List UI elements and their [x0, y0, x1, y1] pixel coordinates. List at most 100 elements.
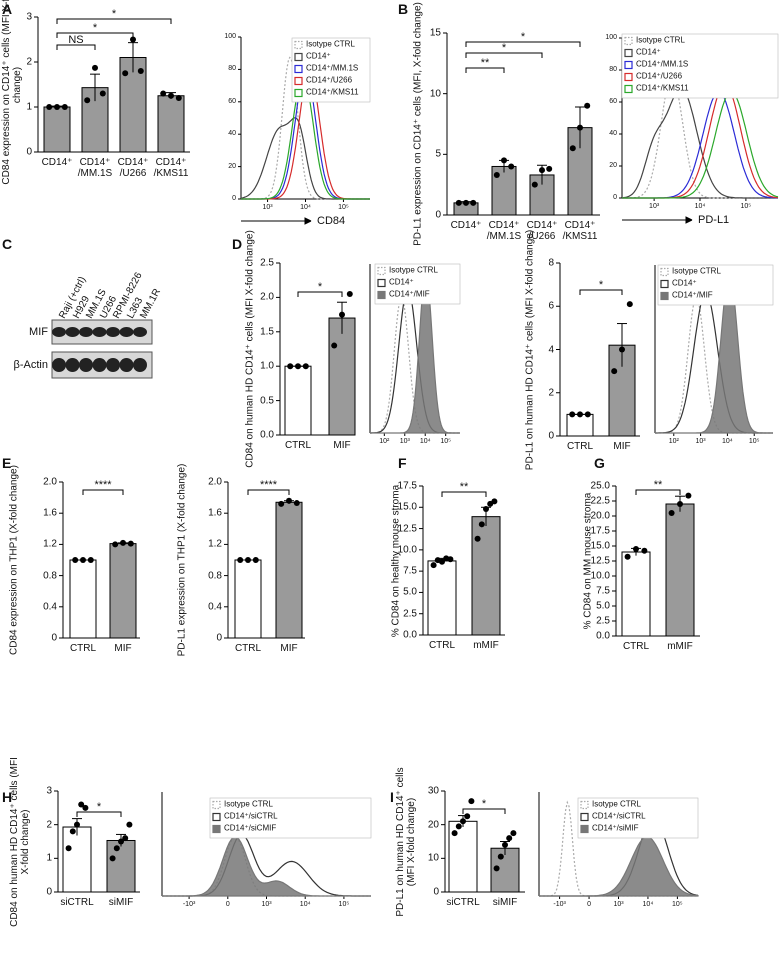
x-tick-label: CD14⁺ /MM.1S: [77, 157, 113, 179]
x-tick-label: 10³: [261, 901, 272, 909]
data-point: [470, 199, 477, 206]
x-tick-label: CD14⁺ /U266: [526, 220, 558, 242]
x-tick-label: 10³: [649, 203, 660, 211]
blot-band: [65, 358, 80, 372]
data-point: [464, 813, 471, 820]
x-tick-label: 10³: [399, 438, 410, 446]
legend-label: Isotype CTRL: [636, 35, 685, 45]
y-tick-label: 0.8: [43, 570, 57, 582]
y-tick-label: 6: [548, 300, 554, 312]
y-tick-label: 0: [26, 146, 32, 158]
x-tick-label: 10³: [262, 204, 273, 212]
data-point: [112, 541, 119, 548]
y-axis-label: PD-L1 expression on CD14⁺ cells (MFI, X-…: [412, 2, 424, 246]
legend-label: Isotype CTRL: [672, 266, 721, 276]
data-point: [109, 855, 116, 862]
x-axis-label: CD84: [317, 214, 346, 227]
y-tick-label: 0: [232, 195, 236, 203]
y-tick-label: 60: [228, 97, 236, 105]
y-tick-label: 1.2: [43, 538, 57, 550]
y-tick-label: 10: [429, 88, 441, 100]
y-tick-label: 0: [433, 886, 439, 898]
x-tick-label: mMIF: [667, 641, 693, 652]
y-axis-label: CD84 expression on THP1 (X-fold change): [8, 465, 20, 655]
data-point: [126, 821, 133, 828]
legend-label: CD14⁺: [672, 278, 697, 288]
density-curve: [370, 271, 460, 434]
y-tick-label: 10.0: [397, 544, 417, 556]
y-tick-label: 2.0: [260, 291, 274, 303]
panel-letter: H: [2, 789, 13, 805]
bar: [284, 365, 312, 436]
data-point: [78, 801, 85, 808]
significance-bracket: [56, 44, 96, 50]
blot-band: [133, 327, 147, 337]
legend-swatch: [580, 824, 589, 834]
legend-label: CD14⁺/siCMIF: [224, 823, 277, 833]
legend-label: CD14⁺/siCTRL: [592, 811, 646, 821]
data-point: [451, 830, 458, 837]
x-tick-label: CD14⁺: [450, 220, 482, 231]
y-tick-label: 4: [548, 344, 554, 355]
y-axis-label: CD84 on human HD CD14⁺ cells (MFI X-fold…: [9, 756, 31, 927]
data-point: [508, 163, 515, 170]
y-tick-label: 20: [228, 162, 236, 170]
x-tick-label: MIF: [613, 441, 631, 452]
data-point: [677, 501, 683, 507]
density-curve: [622, 90, 778, 199]
y-tick-label: 5: [435, 148, 441, 160]
data-point: [502, 841, 508, 848]
significance-bracket: [297, 291, 343, 297]
y-tick-label: 1: [26, 101, 32, 113]
significance-bracket: [441, 491, 487, 497]
band-label: MIF: [29, 325, 48, 338]
y-tick-label: 2: [26, 56, 32, 68]
x-tick-label: 0: [225, 901, 230, 909]
legend-label: CD14⁺/U266: [306, 75, 353, 85]
y-tick-label: 7.5: [403, 565, 417, 577]
blot-band: [92, 327, 107, 337]
legend-label: CD14⁺/MM.1S: [636, 59, 689, 69]
y-tick-label: 0: [46, 886, 52, 898]
x-tick-label: mMIF: [473, 640, 499, 651]
x-tick-label: 10³: [695, 438, 706, 446]
legend-frame: [209, 797, 372, 839]
legend-label: CD14⁺: [636, 47, 661, 57]
x-tick-label: 10⁴: [722, 438, 733, 446]
data-point: [82, 804, 89, 811]
x-tick-label: CD14⁺ /KMS11: [153, 157, 189, 179]
bar: [62, 826, 92, 893]
bar: [109, 543, 137, 639]
legend-label: CD14⁺/MIF: [672, 290, 713, 300]
y-tick-label: 8: [548, 257, 554, 269]
y-tick-label: 0.0: [596, 630, 610, 642]
bar: [471, 516, 501, 636]
data-point: [61, 104, 68, 110]
density-curve: [240, 117, 370, 200]
x-tick-label: CD14⁺ /MM.1S: [486, 220, 522, 242]
data-point: [497, 853, 504, 860]
y-axis-label: % CD84 on healthy mouse stroma: [390, 484, 402, 637]
x-tick-label: 10⁵: [338, 901, 350, 909]
y-tick-label: 40: [609, 130, 617, 138]
panel-letter: F: [398, 455, 407, 471]
legend-label: CD14⁺: [306, 51, 331, 61]
x-tick-label: CTRL: [234, 643, 262, 654]
x-tick-label: siCTRL: [446, 897, 480, 908]
data-point: [539, 167, 545, 174]
panel-letter: C: [2, 236, 13, 252]
y-tick-label: 0.8: [208, 570, 222, 582]
data-point: [302, 363, 309, 370]
bar: [665, 503, 695, 637]
y-tick-label: 0.0: [403, 629, 417, 641]
x-axis-label: PD-L1: [698, 213, 730, 226]
axis-arrow: [241, 217, 312, 225]
y-tick-label: 25.0: [590, 480, 610, 492]
data-point: [491, 498, 498, 505]
bar: [427, 560, 457, 636]
legend-swatch: [294, 76, 303, 86]
significance-bracket: [462, 808, 506, 814]
data-point: [619, 346, 625, 353]
data-point: [74, 821, 80, 828]
